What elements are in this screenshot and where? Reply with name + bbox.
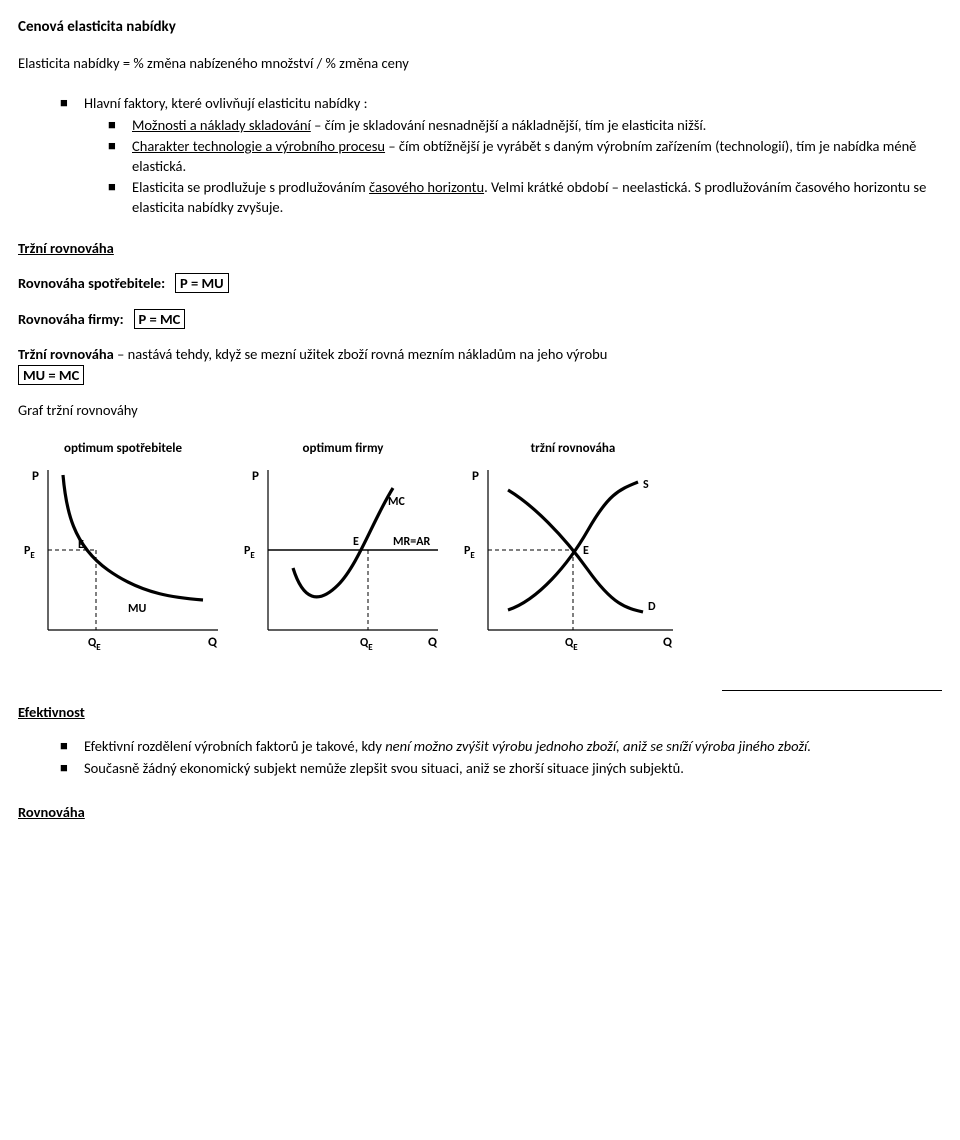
eff-text: Současně žádný ekonomický subjekt nemůže… xyxy=(84,759,684,777)
svg-text:E: E xyxy=(78,538,84,552)
svg-text:Q: Q xyxy=(208,635,218,650)
page-title: Cenová elasticita nabídky xyxy=(18,18,942,36)
market-eq-rest: – nastává tehdy, když se mezní užitek zb… xyxy=(114,345,607,363)
factor-underline: Charakter technologie a výrobního proces… xyxy=(132,137,385,155)
svg-text:QE: QE xyxy=(88,636,101,653)
graph-title: tržní rovnováha xyxy=(531,441,616,456)
efficiency-item: Efektivní rozdělení výrobních faktorů je… xyxy=(60,737,942,757)
svg-text:P: P xyxy=(252,469,259,484)
market-eq-bold: Tržní rovnováha xyxy=(18,345,114,363)
graph-firm-optimum: optimum firmy P PE E MC MR=AR QE Q xyxy=(238,441,448,660)
svg-text:PE: PE xyxy=(464,544,475,561)
svg-text:Q: Q xyxy=(663,635,673,650)
market-eq-text: Tržní rovnováha – nastává tehdy, když se… xyxy=(18,345,942,363)
factor-item: Elasticita se prodlužuje s prodlužováním… xyxy=(108,178,942,217)
svg-text:E: E xyxy=(583,544,589,558)
market-eq-title: Tržní rovnováha xyxy=(18,239,942,257)
consumer-eq-line: Rovnováha spotřebitele: P = MU xyxy=(18,273,942,293)
svg-text:P: P xyxy=(472,469,479,484)
svg-text:QE: QE xyxy=(360,636,373,653)
graphs-row: optimum spotřebitele P PE E MU QE Q opti… xyxy=(18,441,942,660)
svg-text:S: S xyxy=(643,478,649,492)
graph-market-eq: tržní rovnováha P PE E S D QE Q xyxy=(458,441,688,660)
horizontal-rule xyxy=(722,690,942,691)
svg-text:PE: PE xyxy=(24,544,35,561)
efficiency-item: Současně žádný ekonomický subjekt nemůže… xyxy=(60,759,942,779)
graph-title: optimum spotřebitele xyxy=(64,441,182,456)
svg-text:PE: PE xyxy=(244,544,255,561)
factor-text: – čím je skladování nesnadnější a náklad… xyxy=(311,116,707,134)
factor-item: Charakter technologie a výrobního proces… xyxy=(108,137,942,176)
factors-intro-text: Hlavní faktory, které ovlivňují elastici… xyxy=(84,94,368,112)
svg-text:P: P xyxy=(32,469,39,484)
svg-text:Q: Q xyxy=(428,635,438,650)
factor-underline: Možnosti a náklady skladování xyxy=(132,116,311,134)
factors-list: Hlavní faktory, které ovlivňují elastici… xyxy=(60,94,942,217)
elasticity-formula: Elasticita nabídky = % změna nabízeného … xyxy=(18,54,942,72)
graph-consumer-optimum: optimum spotřebitele P PE E MU QE Q xyxy=(18,441,228,660)
svg-text:E: E xyxy=(353,535,359,549)
graph-title: optimum firmy xyxy=(303,441,384,456)
factors-intro-item: Hlavní faktory, které ovlivňují elastici… xyxy=(60,94,942,217)
factor-item: Možnosti a náklady skladování – čím je s… xyxy=(108,116,942,136)
factor-text: Elasticita se prodlužuje s prodlužováním xyxy=(132,178,369,196)
graph-svg: P PE E MU QE Q xyxy=(18,460,228,660)
eff-text: Efektivní rozdělení výrobních faktorů je… xyxy=(84,737,385,755)
mu-mc-line: MU = MC xyxy=(18,365,942,385)
consumer-eq-label: Rovnováha spotřebitele: xyxy=(18,274,165,292)
svg-text:QE: QE xyxy=(565,636,578,653)
factor-underline: časového horizontu xyxy=(369,178,484,196)
rovnovaha-title: Rovnováha xyxy=(18,803,942,821)
firm-eq-line: Rovnováha firmy: P = MC xyxy=(18,309,942,329)
consumer-eq-box: P = MU xyxy=(175,273,229,293)
graph-svg: P PE E MC MR=AR QE Q xyxy=(238,460,448,660)
svg-text:D: D xyxy=(648,600,656,614)
eff-italic: není možno zvýšit výrobu jednoho zboží, … xyxy=(385,737,811,755)
svg-text:MC: MC xyxy=(388,495,405,509)
svg-text:MR=AR: MR=AR xyxy=(393,535,430,549)
svg-text:MU: MU xyxy=(128,602,146,616)
factors-sublist: Možnosti a náklady skladování – čím je s… xyxy=(108,116,942,218)
efficiency-title: Efektivnost xyxy=(18,703,942,721)
mu-mc-box: MU = MC xyxy=(18,365,84,385)
firm-eq-box: P = MC xyxy=(134,309,186,329)
graph-heading: Graf tržní rovnováhy xyxy=(18,401,942,419)
firm-eq-label: Rovnováha firmy: xyxy=(18,310,124,328)
graph-svg: P PE E S D QE Q xyxy=(458,460,688,660)
efficiency-list: Efektivní rozdělení výrobních faktorů je… xyxy=(60,737,942,778)
